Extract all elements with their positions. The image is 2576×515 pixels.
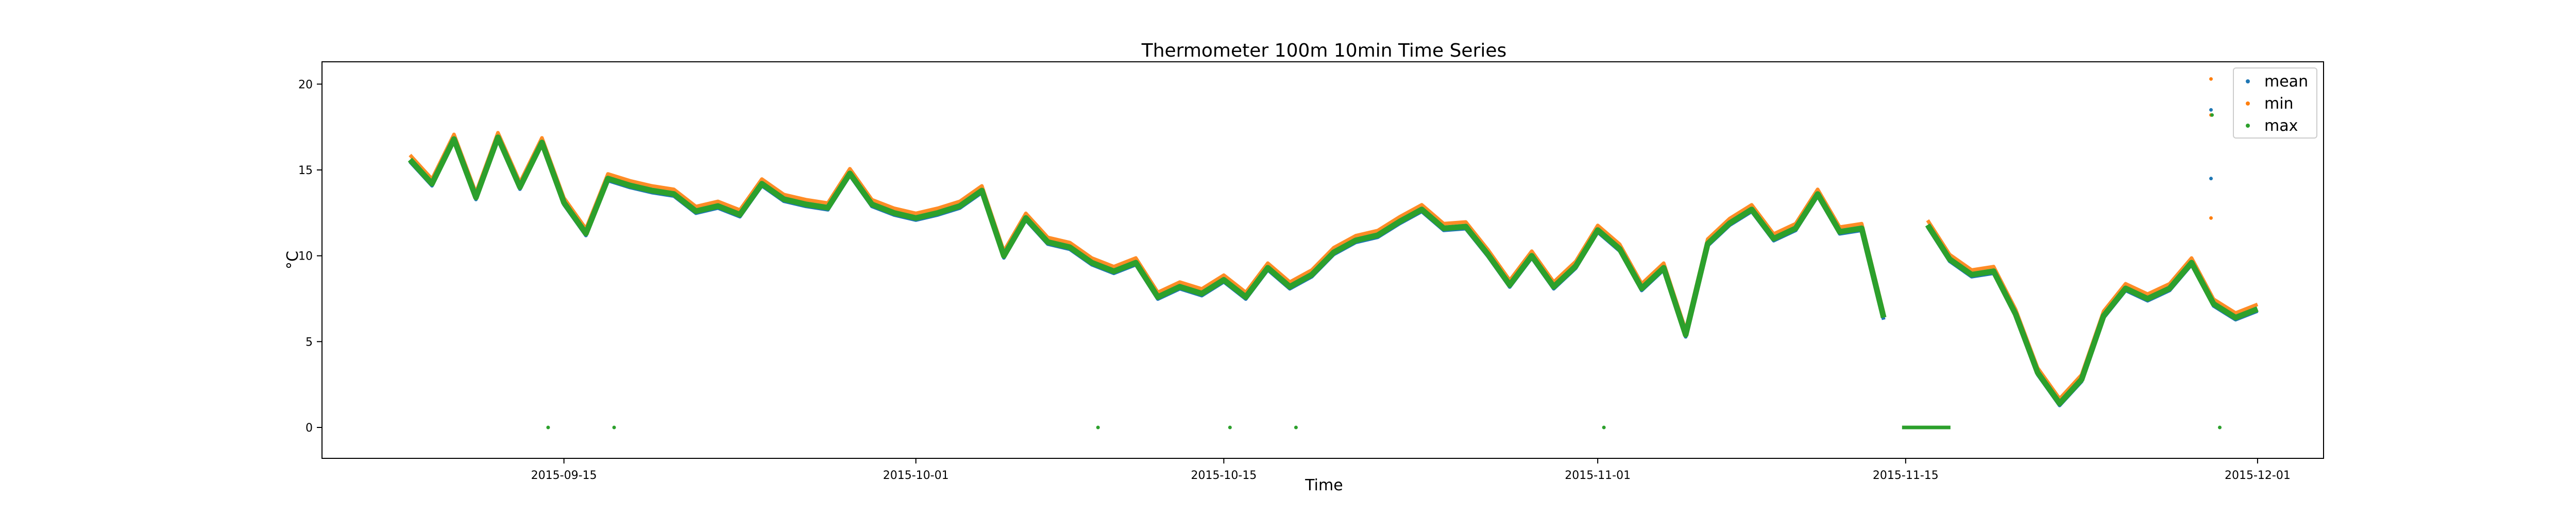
min-outlier-point <box>2209 77 2213 81</box>
legend-box <box>2233 67 2317 139</box>
x-tick-label: 2015-11-15 <box>1873 469 1939 482</box>
y-axis: 0 5 10 15 20 <box>298 78 322 435</box>
y-tick-label: 15 <box>298 164 313 177</box>
zero-marker <box>1602 425 1606 430</box>
legend-marker-mean <box>2246 79 2250 83</box>
legend-marker-max <box>2246 124 2250 128</box>
zero-marker <box>1294 425 1298 430</box>
max-series-line <box>1925 223 2259 406</box>
x-tick-label: 2015-09-15 <box>531 469 597 482</box>
legend-marker-min <box>2246 101 2250 106</box>
max-outlier-point <box>2210 113 2214 117</box>
legend-label-min: min <box>2264 95 2294 113</box>
mean-outlier-point <box>2209 108 2213 112</box>
legend: mean min max <box>2233 67 2317 139</box>
y-tick-label: 10 <box>298 250 313 263</box>
legend-label-mean: mean <box>2264 73 2308 91</box>
min-series-line <box>409 131 1886 332</box>
x-tick-label: 2015-10-15 <box>1191 469 1257 482</box>
mean-series-line <box>409 138 1886 339</box>
x-axis-label: Time <box>1304 476 1343 494</box>
x-tick-label: 2015-10-01 <box>883 469 949 482</box>
zero-marker <box>612 425 616 430</box>
chart-title: Thermometer 100m 10min Time Series <box>1141 40 1507 61</box>
mean-series-line <box>1926 226 2259 407</box>
zero-marker <box>1096 425 1100 430</box>
legend-label-max: max <box>2264 117 2298 135</box>
y-tick-label: 20 <box>298 78 313 91</box>
x-tick-label: 2015-12-01 <box>2225 469 2291 482</box>
max-series-line <box>408 134 1887 338</box>
x-tick-label: 2015-11-01 <box>1565 469 1631 482</box>
x-axis: 2015-09-15 2015-10-01 2015-10-15 2015-11-01… <box>531 458 2291 482</box>
y-axis-label: °C <box>284 251 302 269</box>
min-series-line <box>1926 219 2259 401</box>
data-marks <box>408 77 2259 430</box>
zero-marker <box>546 425 550 430</box>
mean-outlier-point <box>2209 177 2213 181</box>
plot-frame <box>321 61 2324 459</box>
min-outlier-point <box>2209 216 2213 220</box>
y-tick-label: 0 <box>306 422 313 435</box>
y-tick-label: 5 <box>306 336 313 349</box>
zero-marker <box>2218 425 2222 430</box>
zero-marker <box>1228 425 1232 430</box>
